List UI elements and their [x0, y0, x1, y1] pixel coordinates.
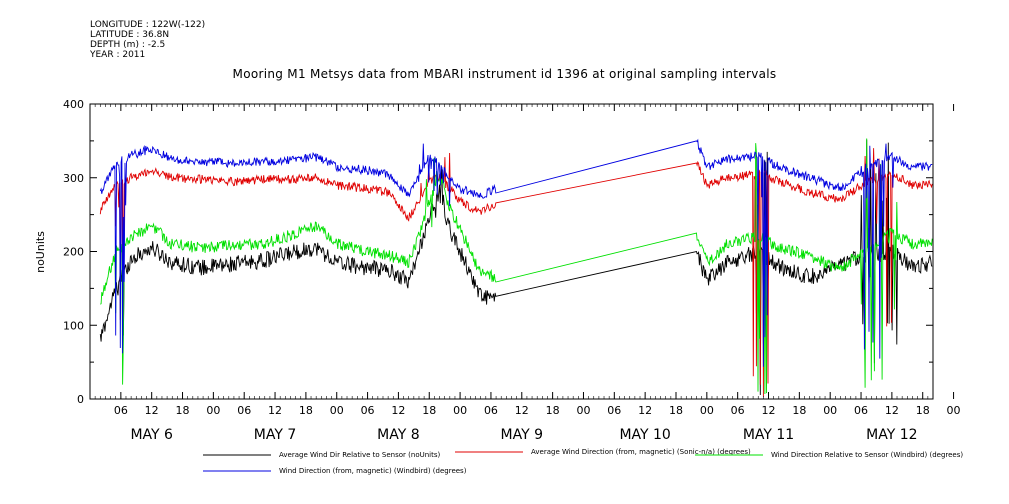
x-tick-label: 12: [885, 404, 899, 417]
day-label: MAY 11: [743, 427, 794, 443]
series-line: [99, 138, 933, 367]
x-tick-label: 12: [762, 404, 776, 417]
metadata-block: LONGITUDE : 122W(-122) LATITUDE : 36.8N …: [90, 20, 205, 60]
y-tick-label: 400: [63, 98, 84, 111]
x-tick-label: 18: [669, 404, 683, 417]
x-tick-label: 06: [361, 404, 375, 417]
longitude-text: LONGITUDE : 122W(-122): [90, 20, 206, 30]
x-tick-label: 18: [792, 404, 806, 417]
day-label: MAY 10: [619, 427, 670, 443]
year-text: YEAR : 2011: [90, 50, 146, 60]
x-tick-label: 00: [206, 404, 220, 417]
x-tick-label: 18: [422, 404, 436, 417]
x-tick-label: 12: [638, 404, 652, 417]
day-label: MAY 8: [377, 427, 419, 443]
day-label: MAY 9: [501, 427, 543, 443]
legend-entry: Average Wind Direction (from, magnetic) …: [531, 448, 751, 456]
latitude-text: LATITUDE : 36.8N: [90, 30, 170, 40]
x-tick-label: 06: [484, 404, 498, 417]
x-tick-label: 00: [576, 404, 590, 417]
x-tick-label: 00: [330, 404, 344, 417]
x-tick-label: 12: [515, 404, 529, 417]
y-tick-label: 200: [63, 246, 84, 259]
plot-frame: [89, 103, 934, 400]
day-label: MAY 7: [254, 427, 296, 443]
legend-entry: Wind Direction (from, magnetic) (Windbir…: [279, 467, 467, 475]
x-tick-label: 00: [453, 404, 467, 417]
y-tick-label: 100: [63, 319, 84, 332]
x-tick-label: 06: [854, 404, 868, 417]
day-label: MAY 6: [130, 427, 173, 443]
series-line: [99, 148, 933, 397]
x-tick-label: 12: [391, 404, 405, 417]
series-line: [100, 138, 933, 395]
x-tick-label: 12: [145, 404, 159, 417]
legend-entry: Wind Direction Relative to Sensor (Windb…: [771, 451, 963, 459]
x-tick-label: 18: [546, 404, 560, 417]
x-tick-label: 06: [237, 404, 251, 417]
y-tick-label: 300: [63, 172, 84, 185]
x-tick-label: 00: [823, 404, 837, 417]
x-tick-label: 06: [731, 404, 745, 417]
x-tick-label: 18: [299, 404, 313, 417]
x-tick-label: 12: [268, 404, 282, 417]
day-label: MAY 12: [866, 427, 917, 443]
x-tick-label: 18: [916, 404, 930, 417]
x-tick-label: 06: [607, 404, 621, 417]
series-line: [99, 139, 933, 396]
x-tick-label: 18: [176, 404, 190, 417]
legend-entry: Average Wind Dir Relative to Sensor (noU…: [279, 451, 440, 459]
x-tick-label: 00: [947, 404, 961, 417]
x-tick-label: 06: [114, 404, 128, 417]
y-axis-label: noUnits: [34, 231, 47, 273]
chart-title: Mooring M1 Metsys data from MBARI instru…: [232, 67, 777, 81]
x-tick-label: 00: [700, 404, 714, 417]
depth-text: DEPTH (m) : -2.5: [90, 40, 166, 50]
y-tick-label: 0: [77, 393, 84, 406]
